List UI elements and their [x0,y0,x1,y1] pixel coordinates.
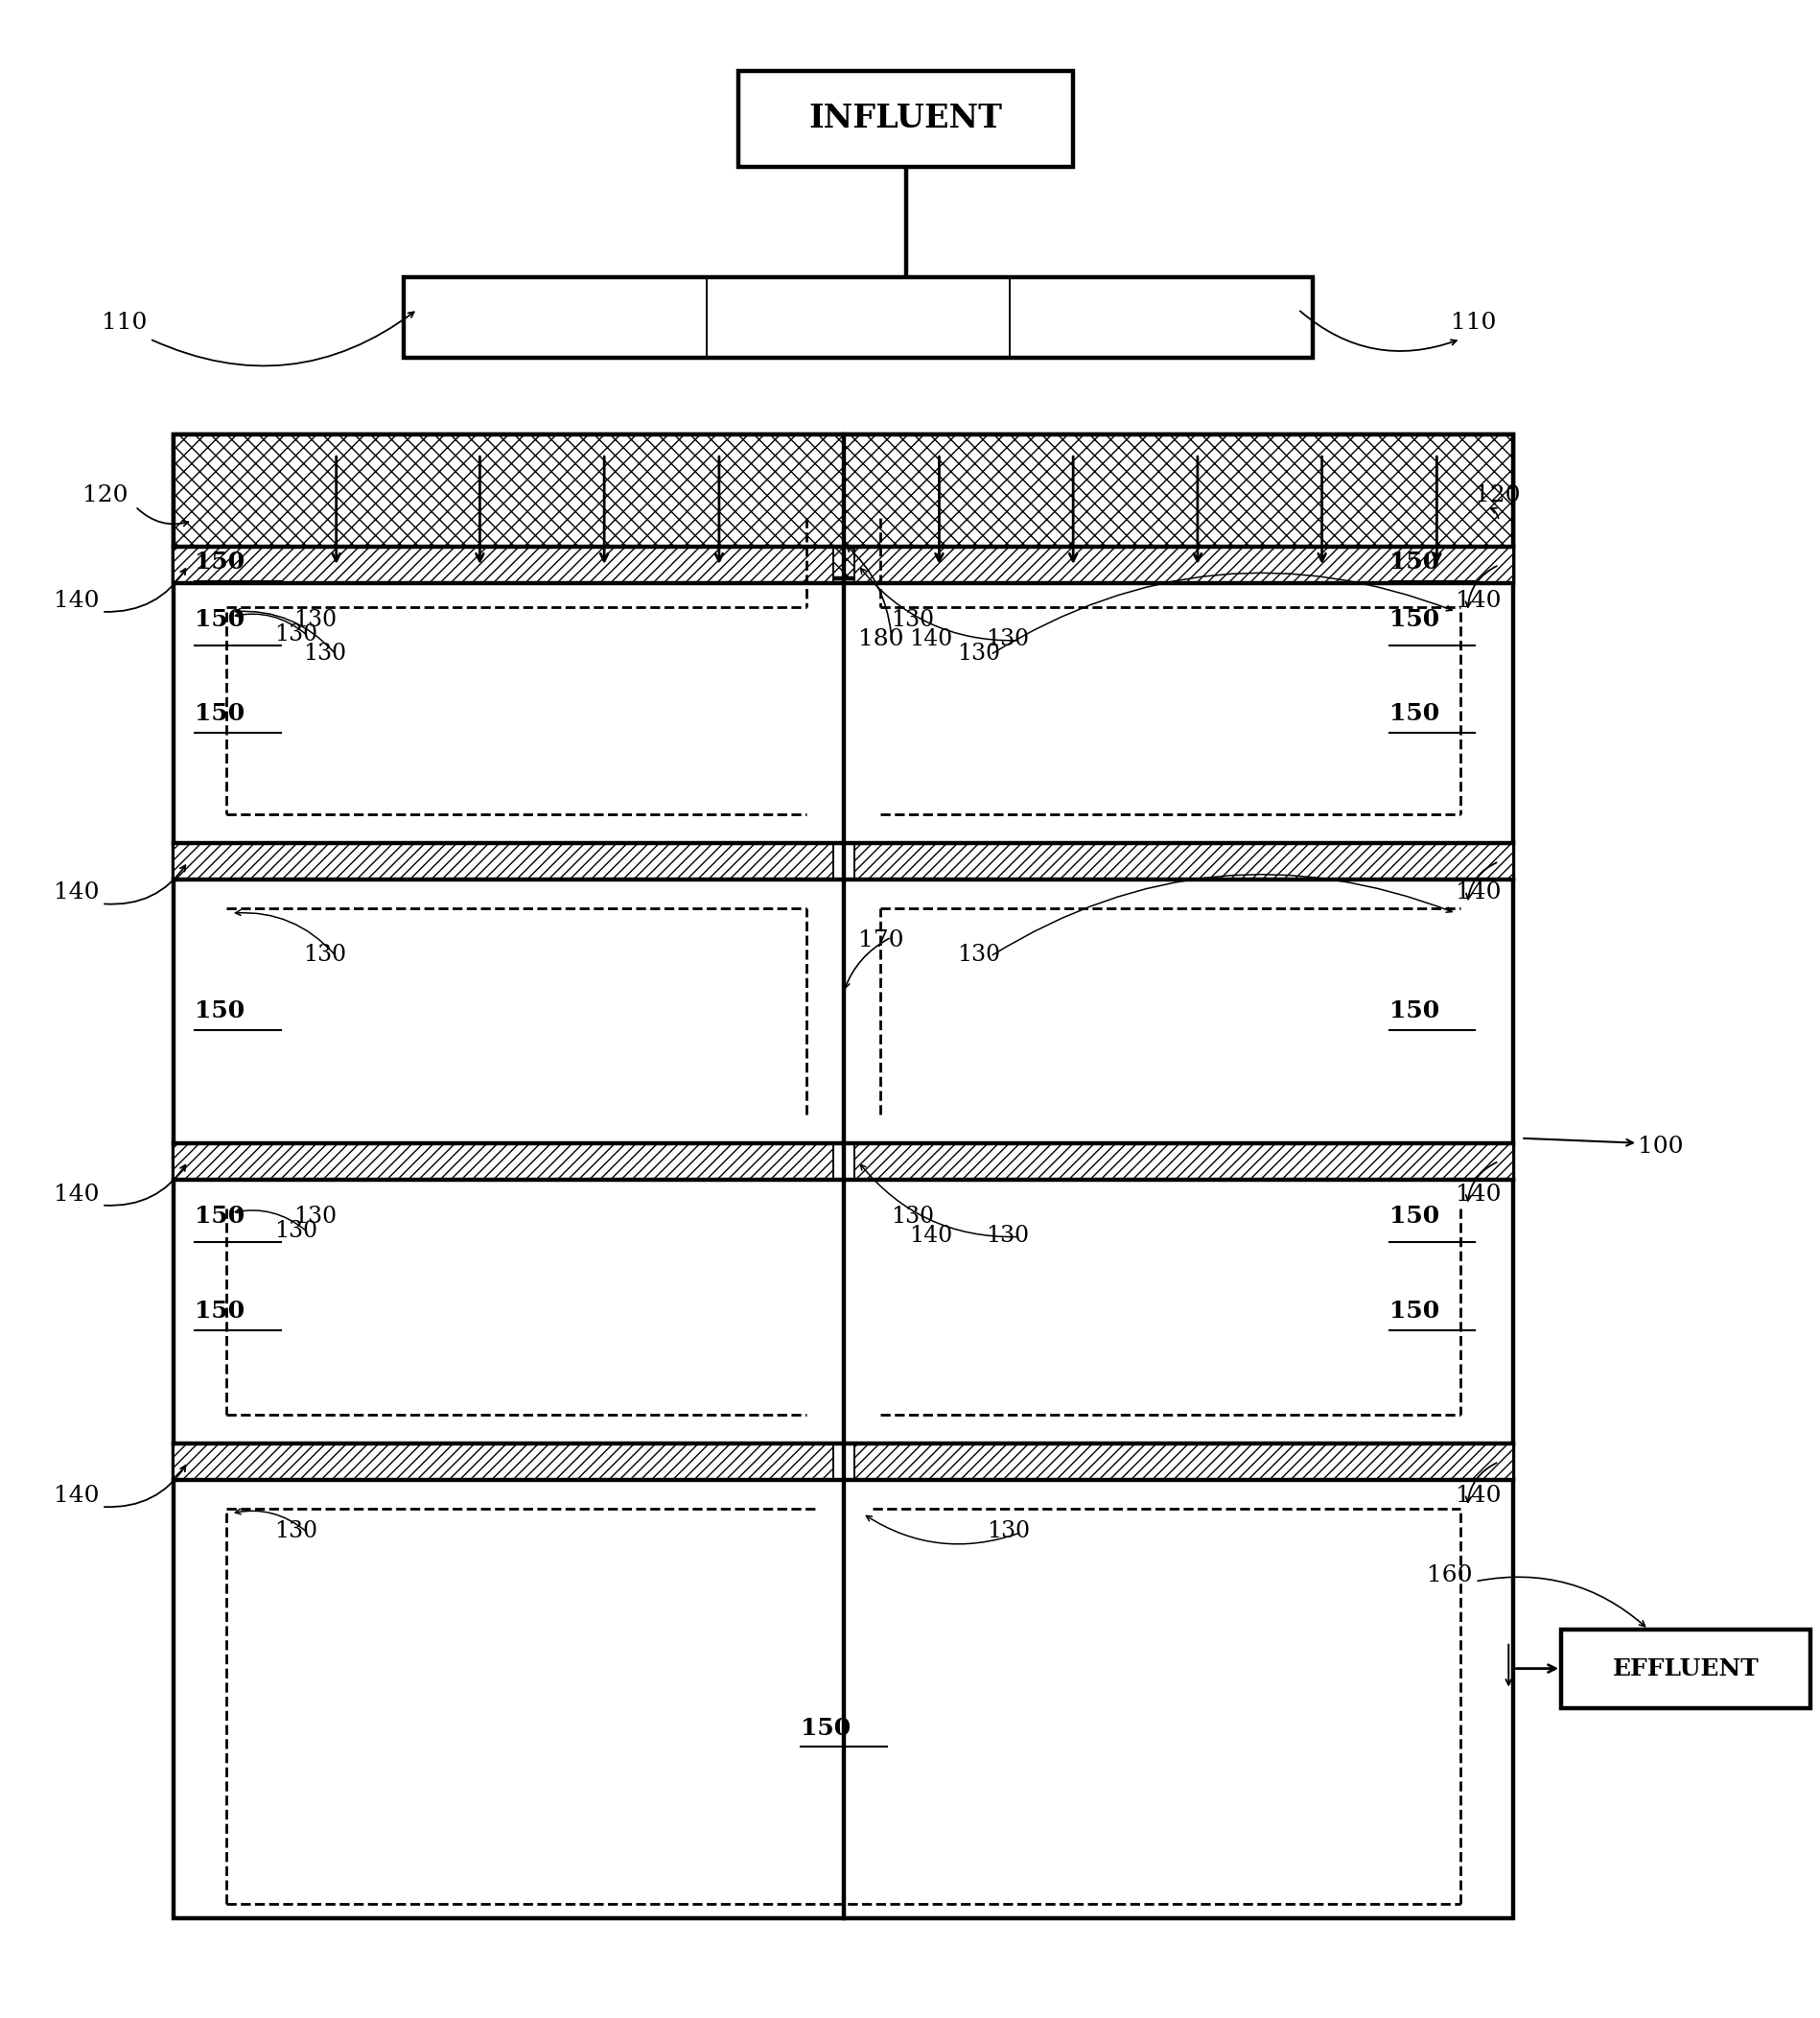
Text: 130: 130 [985,628,1028,650]
Text: 130: 130 [275,624,317,646]
Text: 150: 150 [195,1205,244,1227]
Text: 130: 130 [293,1205,337,1227]
Text: 130: 130 [890,609,934,632]
Bar [854,547,1512,583]
Text: 150: 150 [1389,607,1438,632]
Text: INFLUENT: INFLUENT [808,103,1003,135]
Text: 130: 130 [302,642,346,664]
Text: 180: 180 [857,628,903,650]
Text: 130: 130 [985,1225,1028,1247]
Text: 150: 150 [1389,1300,1438,1324]
Text: 110: 110 [102,313,147,335]
Text: 130: 130 [302,944,346,967]
Bar [173,844,832,880]
Bar [173,434,1512,579]
Text: 130: 130 [275,1219,317,1241]
Text: 130: 130 [890,1205,934,1227]
Bar [737,71,1072,167]
Bar [854,844,1512,880]
Text: 150: 150 [1389,1205,1438,1227]
Text: 140: 140 [1456,589,1501,611]
Text: 140: 140 [55,1183,100,1205]
Text: 140: 140 [55,1485,100,1507]
Bar [854,1142,1512,1179]
Bar [173,1443,832,1479]
Text: 150: 150 [195,702,244,724]
Text: 130: 130 [275,1520,317,1542]
Text: 130: 130 [986,1520,1030,1542]
Text: 150: 150 [195,1300,244,1324]
Bar [1560,1629,1809,1707]
Text: 150: 150 [801,1717,850,1740]
Text: 150: 150 [1389,702,1438,724]
Text: 150: 150 [195,607,244,632]
Text: 140: 140 [55,589,100,611]
Bar [173,547,832,583]
Text: 150: 150 [1389,551,1438,573]
Text: 140: 140 [908,1225,952,1247]
Text: 140: 140 [1456,1485,1501,1507]
Text: 170: 170 [857,930,903,952]
Text: 120: 120 [1474,484,1520,507]
Bar [173,434,1512,1919]
Bar [402,276,1312,357]
Text: 150: 150 [1389,999,1438,1023]
Text: 140: 140 [55,882,100,904]
Text: 140: 140 [908,628,952,650]
Text: 150: 150 [195,999,244,1023]
Bar [854,1443,1512,1479]
Text: 130: 130 [956,944,999,967]
Text: 110: 110 [1451,313,1496,335]
Text: 130: 130 [956,642,999,664]
Text: 150: 150 [195,551,244,573]
Text: 100: 100 [1636,1136,1682,1158]
Text: 160: 160 [1427,1564,1472,1586]
Bar [173,1142,832,1179]
Text: 130: 130 [293,609,337,632]
Text: EFFLUENT: EFFLUENT [1611,1657,1758,1681]
Text: 120: 120 [82,484,127,507]
Text: 140: 140 [1456,1183,1501,1205]
Text: 140: 140 [1456,882,1501,904]
